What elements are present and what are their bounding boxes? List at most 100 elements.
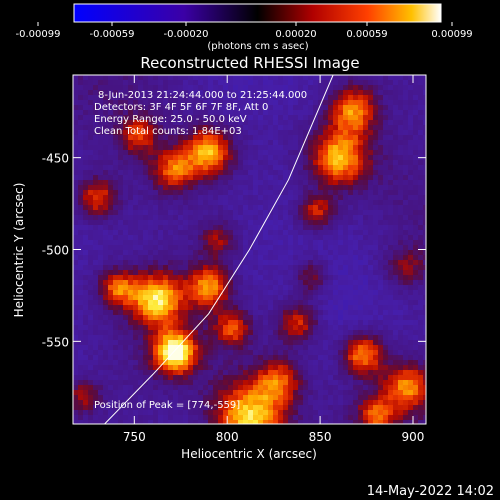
- heatmap-cell: [183, 225, 188, 230]
- heatmap-cell: [308, 145, 313, 150]
- heatmap-cell: [393, 100, 398, 105]
- heatmap-cell: [173, 205, 178, 210]
- heatmap-cell: [218, 150, 223, 155]
- heatmap-cell: [373, 210, 378, 215]
- heatmap-cell: [138, 230, 143, 235]
- heatmap-cell: [388, 105, 393, 110]
- heatmap-cell: [423, 340, 426, 345]
- heatmap-cell: [78, 270, 83, 275]
- heatmap-cell: [208, 350, 213, 355]
- heatmap-cell: [313, 230, 318, 235]
- heatmap-cell: [113, 130, 118, 135]
- heatmap-cell: [298, 195, 303, 200]
- heatmap-cell: [168, 220, 173, 225]
- heatmap-cell: [248, 230, 253, 235]
- heatmap-cell: [383, 90, 388, 95]
- heatmap-cell: [378, 225, 383, 230]
- heatmap-cell: [333, 280, 338, 285]
- heatmap-cell: [228, 90, 233, 95]
- heatmap-cell: [213, 125, 218, 130]
- heatmap-cell: [198, 110, 203, 115]
- heatmap-cell: [163, 210, 168, 215]
- heatmap-cell: [423, 90, 426, 95]
- heatmap-cell: [148, 105, 153, 110]
- heatmap-cell: [188, 110, 193, 115]
- heatmap-cell: [383, 250, 388, 255]
- heatmap-cell: [228, 270, 233, 275]
- heatmap-cell: [283, 365, 288, 370]
- heatmap-cell: [213, 245, 218, 250]
- heatmap-cell: [88, 345, 93, 350]
- heatmap-cell: [418, 180, 423, 185]
- heatmap-cell: [383, 100, 388, 105]
- heatmap-cell: [298, 410, 303, 415]
- heatmap-cell: [278, 405, 283, 410]
- heatmap-cell: [348, 160, 353, 165]
- heatmap-cell: [383, 240, 388, 245]
- heatmap-cell: [78, 115, 83, 120]
- heatmap-cell: [358, 310, 363, 315]
- heatmap-cells: [73, 75, 426, 424]
- heatmap-cell: [248, 105, 253, 110]
- heatmap-cell: [258, 235, 263, 240]
- heatmap-cell: [188, 370, 193, 375]
- heatmap-cell: [163, 240, 168, 245]
- heatmap-cell: [338, 285, 343, 290]
- heatmap-cell: [138, 325, 143, 330]
- heatmap-cell: [108, 115, 113, 120]
- heatmap-cell: [283, 245, 288, 250]
- heatmap-cell: [168, 255, 173, 260]
- heatmap-cell: [368, 190, 373, 195]
- heatmap-cell: [108, 190, 113, 195]
- heatmap-cell: [318, 380, 323, 385]
- heatmap-cell: [388, 135, 393, 140]
- heatmap-cell: [313, 320, 318, 325]
- heatmap-cell: [398, 265, 403, 270]
- heatmap-cell: [108, 245, 113, 250]
- heatmap-cell: [118, 315, 123, 320]
- heatmap-cell: [273, 170, 278, 175]
- heatmap-cell: [378, 180, 383, 185]
- heatmap-cell: [378, 95, 383, 100]
- heatmap-cell: [198, 285, 203, 290]
- heatmap-cell: [338, 250, 343, 255]
- heatmap-cell: [93, 340, 98, 345]
- heatmap-cell: [138, 125, 143, 130]
- heatmap-cell: [278, 210, 283, 215]
- heatmap-cell: [113, 150, 118, 155]
- heatmap-cell: [278, 255, 283, 260]
- heatmap-cell: [198, 235, 203, 240]
- heatmap-cell: [388, 410, 393, 415]
- heatmap-cell: [373, 275, 378, 280]
- heatmap-cell: [258, 280, 263, 285]
- heatmap-cell: [113, 75, 118, 80]
- heatmap-cell: [108, 355, 113, 360]
- heatmap-cell: [228, 120, 233, 125]
- heatmap-cell: [258, 310, 263, 315]
- heatmap-cell: [173, 415, 178, 420]
- heatmap-cell: [358, 325, 363, 330]
- heatmap-cell: [323, 370, 328, 375]
- heatmap-cell: [133, 135, 138, 140]
- heatmap-cell: [228, 375, 233, 380]
- heatmap-cell: [363, 85, 368, 90]
- heatmap-cell: [128, 410, 133, 415]
- heatmap-cell: [238, 245, 243, 250]
- heatmap-cell: [203, 335, 208, 340]
- heatmap-cell: [73, 205, 78, 210]
- heatmap-cell: [278, 195, 283, 200]
- heatmap-cell: [403, 375, 408, 380]
- heatmap-cell: [223, 280, 228, 285]
- heatmap-cell: [373, 240, 378, 245]
- heatmap-cell: [378, 410, 383, 415]
- heatmap-cell: [158, 190, 163, 195]
- heatmap-cell: [203, 215, 208, 220]
- heatmap-cell: [133, 260, 138, 265]
- heatmap-cell: [243, 295, 248, 300]
- heatmap-cell: [318, 250, 323, 255]
- heatmap-cell: [368, 110, 373, 115]
- heatmap-cell: [93, 130, 98, 135]
- heatmap-cell: [163, 325, 168, 330]
- heatmap-cell: [358, 160, 363, 165]
- heatmap-cell: [413, 300, 418, 305]
